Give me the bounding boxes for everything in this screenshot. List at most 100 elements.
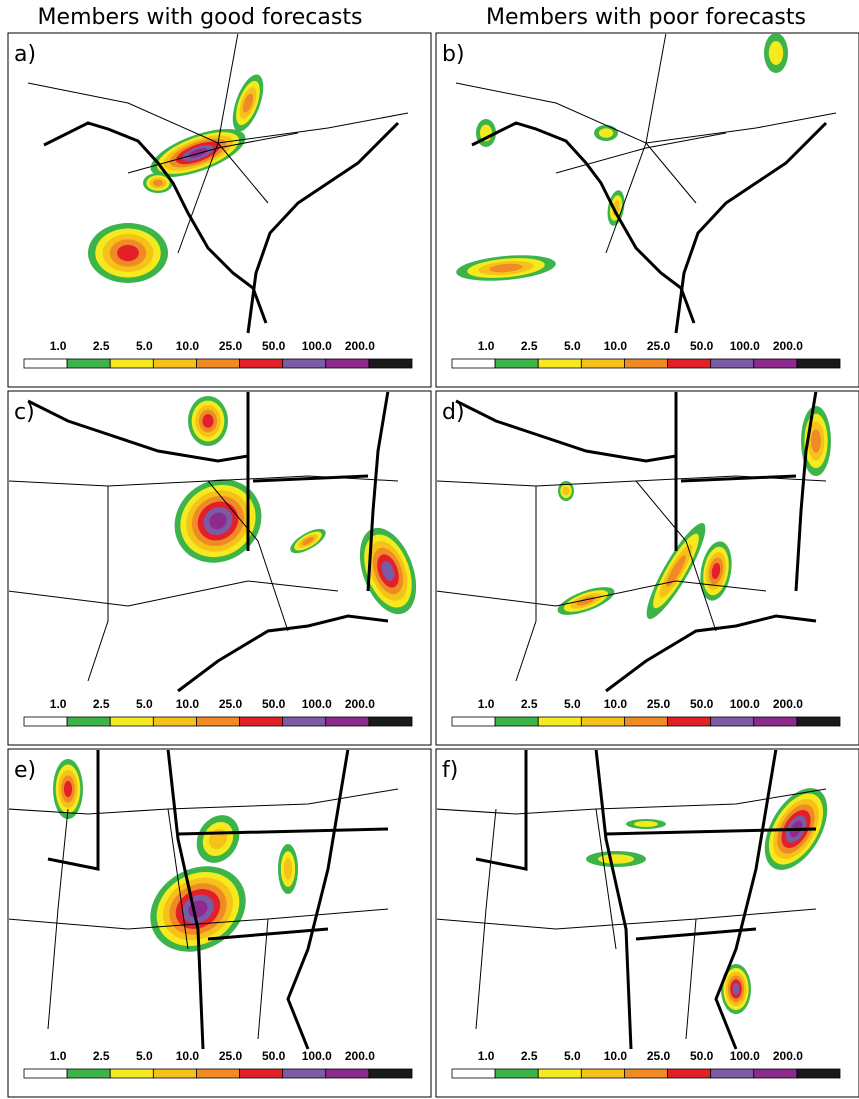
colorbar-swatch bbox=[452, 359, 495, 368]
colorbar-swatch bbox=[797, 717, 840, 726]
colorbar-swatch bbox=[624, 717, 667, 726]
colorbar-label: 25.0 bbox=[219, 1049, 243, 1063]
colorbar-swatch bbox=[153, 717, 196, 726]
colorbar-swatch bbox=[754, 1069, 797, 1078]
colorbar-label: 1.0 bbox=[478, 697, 495, 711]
column-header: Members with poor forecasts bbox=[486, 5, 806, 30]
colorbar-label: 100.0 bbox=[302, 1049, 332, 1063]
colorbar-swatch bbox=[538, 1069, 581, 1078]
colorbar-swatch bbox=[283, 717, 326, 726]
figure-canvas: Members with good forecasts Members with… bbox=[0, 0, 859, 1099]
colorbar-label: 5.0 bbox=[136, 1049, 153, 1063]
colorbar-swatch bbox=[624, 359, 667, 368]
colorbar-swatch bbox=[581, 717, 624, 726]
precip-area bbox=[563, 487, 570, 496]
colorbar-swatch bbox=[538, 717, 581, 726]
colorbar-swatch bbox=[326, 359, 369, 368]
colorbar-label: 1.0 bbox=[478, 339, 495, 353]
colorbar-swatch bbox=[495, 717, 538, 726]
colorbar-swatch bbox=[452, 717, 495, 726]
colorbar-swatch bbox=[110, 359, 153, 368]
colorbar-swatch bbox=[754, 717, 797, 726]
colorbar-label: 100.0 bbox=[730, 339, 760, 353]
colorbar-label: 10.0 bbox=[176, 697, 200, 711]
colorbar-label: 2.5 bbox=[521, 1049, 538, 1063]
colorbar-swatch bbox=[581, 359, 624, 368]
precip-area bbox=[769, 41, 783, 65]
colorbar-label: 5.0 bbox=[564, 697, 581, 711]
colorbar-label: 2.5 bbox=[521, 697, 538, 711]
colorbar-label: 50.0 bbox=[262, 1049, 286, 1063]
map-panel: c)1.02.55.010.025.050.0100.0200.0 bbox=[8, 391, 431, 745]
precip-area bbox=[117, 245, 139, 261]
panel-label: d) bbox=[442, 400, 465, 425]
colorbar-swatch bbox=[581, 1069, 624, 1078]
panel-frame bbox=[436, 391, 859, 745]
colorbar-swatch bbox=[369, 717, 412, 726]
colorbar-swatch bbox=[67, 359, 110, 368]
colorbar-label: 200.0 bbox=[345, 697, 375, 711]
precip-area bbox=[634, 821, 658, 827]
panel-label: a) bbox=[14, 42, 36, 67]
colorbar-label: 100.0 bbox=[730, 697, 760, 711]
panel-label: c) bbox=[14, 400, 35, 425]
colorbar-swatch bbox=[153, 359, 196, 368]
colorbar-label: 1.0 bbox=[478, 1049, 495, 1063]
colorbar-label: 50.0 bbox=[690, 697, 714, 711]
colorbar-swatch bbox=[711, 1069, 754, 1078]
colorbar-swatch bbox=[668, 359, 711, 368]
colorbar-swatch bbox=[153, 1069, 196, 1078]
colorbar-label: 50.0 bbox=[690, 339, 714, 353]
colorbar-label: 100.0 bbox=[730, 1049, 760, 1063]
colorbar-label: 5.0 bbox=[136, 697, 153, 711]
column-header: Members with good forecasts bbox=[38, 5, 363, 30]
colorbar-swatch bbox=[196, 1069, 239, 1078]
precip-area bbox=[64, 781, 72, 797]
colorbar-swatch bbox=[797, 1069, 840, 1078]
colorbar-swatch bbox=[196, 359, 239, 368]
colorbar-label: 25.0 bbox=[647, 697, 671, 711]
colorbar-swatch bbox=[495, 359, 538, 368]
colorbar-label: 25.0 bbox=[647, 1049, 671, 1063]
colorbar-swatch bbox=[711, 717, 754, 726]
colorbar-label: 5.0 bbox=[136, 339, 153, 353]
colorbar-swatch bbox=[110, 1069, 153, 1078]
colorbar-label: 100.0 bbox=[302, 339, 332, 353]
colorbar-label: 200.0 bbox=[773, 697, 803, 711]
colorbar-label: 5.0 bbox=[564, 339, 581, 353]
colorbar-swatch bbox=[24, 359, 67, 368]
colorbar-label: 50.0 bbox=[262, 339, 286, 353]
colorbar-swatch bbox=[668, 717, 711, 726]
colorbar-label: 200.0 bbox=[773, 1049, 803, 1063]
colorbar-label: 10.0 bbox=[604, 1049, 628, 1063]
colorbar-label: 1.0 bbox=[50, 1049, 67, 1063]
colorbar-label: 50.0 bbox=[690, 1049, 714, 1063]
colorbar-label: 25.0 bbox=[219, 339, 243, 353]
precip-area bbox=[203, 414, 214, 428]
panel-frame bbox=[436, 33, 859, 387]
colorbar-swatch bbox=[24, 717, 67, 726]
colorbar-swatch bbox=[452, 1069, 495, 1078]
colorbar-label: 25.0 bbox=[219, 697, 243, 711]
colorbar-swatch bbox=[196, 717, 239, 726]
colorbar-label: 2.5 bbox=[93, 339, 110, 353]
colorbar-label: 2.5 bbox=[93, 697, 110, 711]
colorbar-swatch bbox=[326, 1069, 369, 1078]
colorbar-swatch bbox=[369, 1069, 412, 1078]
precip-area bbox=[599, 128, 613, 138]
colorbar-label: 10.0 bbox=[176, 1049, 200, 1063]
colorbar-swatch bbox=[67, 1069, 110, 1078]
colorbar-label: 100.0 bbox=[302, 697, 332, 711]
colorbar-swatch bbox=[495, 1069, 538, 1078]
colorbar-label: 10.0 bbox=[176, 339, 200, 353]
colorbar-swatch bbox=[326, 717, 369, 726]
colorbar-label: 10.0 bbox=[604, 339, 628, 353]
precip-area bbox=[153, 180, 163, 187]
colorbar-label: 2.5 bbox=[93, 1049, 110, 1063]
colorbar-label: 25.0 bbox=[647, 339, 671, 353]
colorbar-label: 10.0 bbox=[604, 697, 628, 711]
panel-label: f) bbox=[442, 758, 458, 783]
colorbar-swatch bbox=[711, 359, 754, 368]
